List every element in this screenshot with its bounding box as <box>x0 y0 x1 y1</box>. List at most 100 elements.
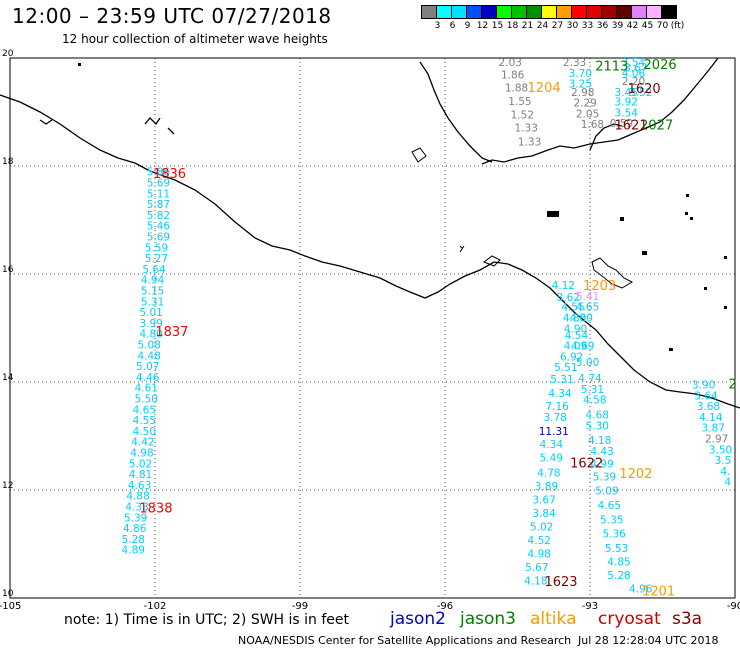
credit-line: NOAA/NESDIS Center for Satellite Applica… <box>238 634 572 647</box>
pass-time-label: 1622 <box>570 456 603 471</box>
wave-height-value: 5.67 <box>525 562 548 574</box>
wave-height-value: 5.31 <box>581 384 604 396</box>
color-scale-label: 15 <box>491 21 504 31</box>
wave-height-value: 5.53 <box>605 543 628 555</box>
wave-height-value: 3.54 <box>615 107 639 119</box>
wave-height-value: 4.34 <box>548 388 572 400</box>
wave-height-value: 5.39 <box>124 512 147 524</box>
color-scale-label: 27 <box>551 21 564 31</box>
pass-time-label: 1837 <box>155 325 188 340</box>
wave-height-value: 4.06 <box>622 68 646 80</box>
gulf-coast-detail <box>589 123 623 151</box>
pass-time-label: 1202 <box>619 467 652 482</box>
wave-height-value: 4.63 <box>128 480 151 492</box>
wave-height-value: 4.18 <box>524 576 547 588</box>
wave-height-value: 4.89 <box>122 545 145 557</box>
color-scale-label: 42 <box>626 21 639 31</box>
wave-height-value: 3.68 <box>697 401 720 413</box>
wave-height-value: 4.96 <box>629 584 653 596</box>
wave-height-value: 5.00 <box>576 357 599 369</box>
latitude-tick-label: 14 <box>2 373 14 383</box>
wave-height-value: 5.46 <box>147 221 171 233</box>
wave-height-value: 3.50 <box>709 444 732 456</box>
lat-lon-grid: -105 -102 -99 -96 -93 -90 20 18 16 14 12 10 <box>0 49 740 612</box>
wave-height-value: 5.39 <box>593 471 616 483</box>
wave-height-value: 4. <box>720 466 730 478</box>
wave-height-value: 5.50 <box>135 394 158 406</box>
wave-height-value: 5.11 <box>147 188 170 200</box>
map-frame <box>9 57 736 599</box>
wave-height-value: 5.31 <box>550 374 573 386</box>
wave-height-value: 1.68 <box>581 119 604 131</box>
wave-height-value: 4.43 <box>590 446 613 458</box>
wave-height-value: 3.84 <box>532 508 556 520</box>
color-scale-label: 9 <box>464 21 471 31</box>
wave-height-value: 5.31 <box>141 296 164 308</box>
color-scale-label: 30 <box>566 21 579 31</box>
pass-time-label: 2026 <box>644 58 677 73</box>
wave-height-value: 2.29 <box>573 98 596 110</box>
wave-height-value: 5.86 <box>147 167 171 179</box>
wave-height-value: 3.52 <box>629 87 652 99</box>
wave-height-value: 4.94 <box>141 275 165 287</box>
wave-height-color-scale <box>421 5 677 19</box>
wave-height-value: 5.51 <box>554 362 577 374</box>
wave-height-value: 4.90 <box>564 323 587 335</box>
wave-height-value: 3.67 <box>532 495 555 507</box>
color-scale-label: 6 <box>449 21 456 31</box>
wave-height-value: 3.87 <box>702 423 725 435</box>
wave-height-value: 4.48 <box>138 350 161 362</box>
longitude-tick-label: -102 <box>144 601 167 612</box>
wave-height-value: 5.82 <box>147 210 170 222</box>
color-scale-label: 45 <box>641 21 654 31</box>
pass-time-label: 1201 <box>642 584 675 599</box>
color-swatch <box>661 5 677 19</box>
islands <box>78 63 727 351</box>
wave-height-value: 3.67 <box>624 63 647 75</box>
wave-height-value: 4.86 <box>123 523 147 535</box>
wave-height-value: 4.65 <box>576 302 599 314</box>
wave-height-value: 5.35 <box>600 514 623 526</box>
wave-height-value: 5.41 <box>576 291 599 303</box>
satellite-legend-cryosat: cryosat <box>598 609 661 629</box>
color-scale-labels: 3 6 9 12 15 18 21 24 27 30 33 36 39 42 45 70 (ft) <box>422 21 685 31</box>
wave-height-value: 3.5 <box>715 455 732 467</box>
wave-height-value: 1.55 <box>508 96 531 108</box>
coastline <box>0 57 740 409</box>
latitude-tick-label: 10 <box>2 589 14 599</box>
longitude-tick-label: -90 <box>727 601 740 612</box>
wave-height-value: 4.85 <box>607 557 630 569</box>
wave-height-value: 2.98 <box>571 87 594 99</box>
wave-height-value: 3.45 <box>615 87 638 99</box>
wave-height-value: 5.49 <box>540 452 563 464</box>
gulf-coastline-north <box>419 61 493 163</box>
wave-height-value: 2.97 <box>705 433 728 445</box>
wave-height-value: 4.09 <box>564 341 587 353</box>
wave-height-value: 4.55 <box>133 415 156 427</box>
pass-time-label: 2113 <box>595 59 628 74</box>
wave-height-value: 5.28 <box>122 534 145 546</box>
wave-height-value: 3.89 <box>535 481 558 493</box>
satellite-pass-labels: 1836 1837 1838 2113 2026 2027 2 1204 1203 1202 120… <box>139 58 736 599</box>
latitude-tick-label: 12 <box>2 481 13 491</box>
wave-height-value: 4.14 <box>699 412 723 424</box>
wave-height-value: 4.78 <box>537 468 560 480</box>
pass-time-label: 2027 <box>640 118 673 133</box>
gulf-coastline <box>481 57 719 165</box>
wave-height-value: 5.28 <box>607 570 630 582</box>
wave-height-value: 5.59 <box>145 242 168 254</box>
wave-height-value: 2.03 <box>499 57 522 69</box>
pass-time-label: 1204 <box>528 81 561 96</box>
wave-height-value: 4.55 <box>561 302 584 314</box>
wave-height-value: 5.02 <box>129 458 152 470</box>
wave-height-value: 5.02 <box>530 522 553 534</box>
pass-time-label: 1621 <box>615 118 648 133</box>
wave-height-value: 4.98 <box>130 448 153 460</box>
wave-height-value: 4.98 <box>528 549 551 561</box>
wave-height-value: 5.30 <box>586 421 609 433</box>
wave-height-value: 3.25 <box>569 79 592 91</box>
pass-time-label: 1838 <box>139 502 172 517</box>
wave-height-value: 4.74 <box>578 373 602 385</box>
longitude-tick-label: -99 <box>292 601 308 612</box>
